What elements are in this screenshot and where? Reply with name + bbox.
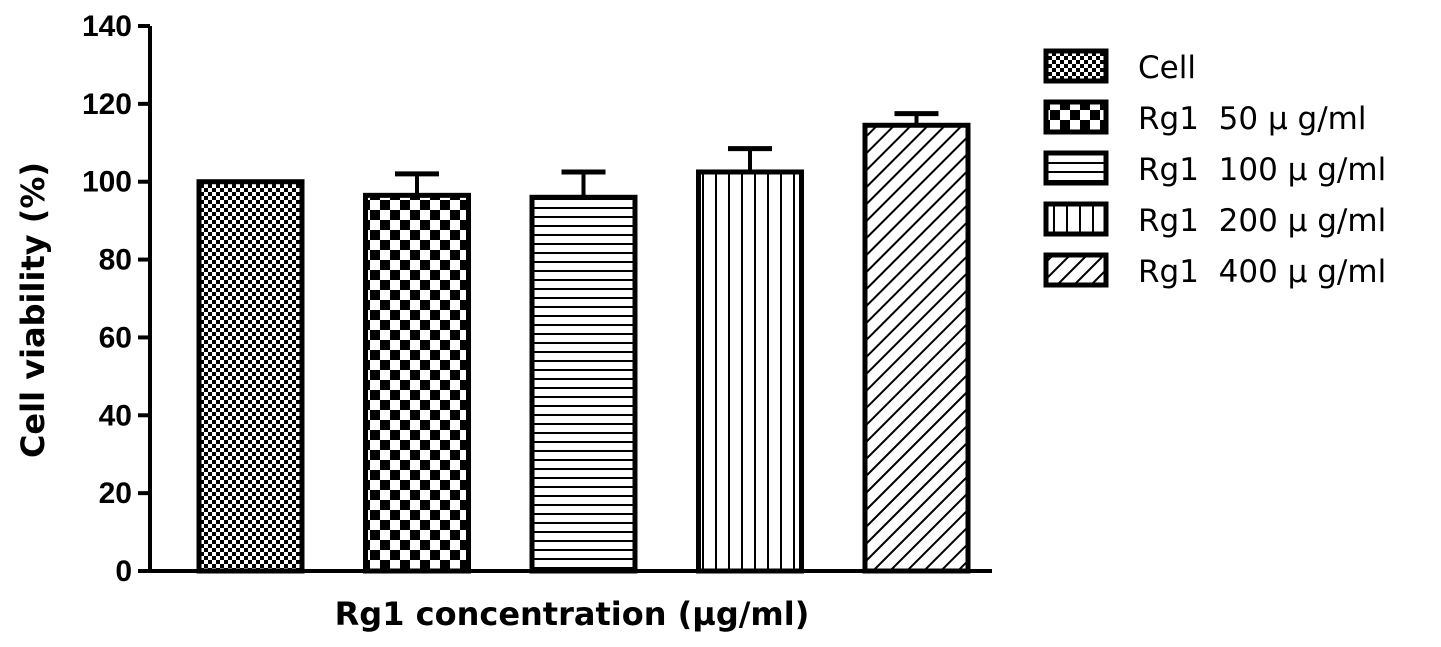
bar [696,169,804,574]
legend-swatch [1043,201,1109,237]
bar [196,179,305,574]
legend-label: Rg1 400 μ g/ml [1138,254,1386,290]
legend-item: Rg1 50 μ g/ml [1043,99,1366,137]
legend-item: Cell [1043,48,1196,86]
y-axis-title: Cell viability (%) [14,162,52,458]
legend-item: Rg1 400 μ g/ml [1043,252,1386,290]
y-tick-label: 0 [115,555,132,588]
legend-swatch [1043,99,1109,135]
bar [363,192,471,574]
y-tick-label: 80 [99,244,132,277]
legend-swatch [1043,48,1109,84]
bar-group [696,146,804,574]
y-tick-label: 140 [82,10,132,43]
legend-label: Rg1 50 μ g/ml [1138,101,1366,137]
bar-group [363,171,471,574]
legend-label: Rg1 200 μ g/ml [1138,203,1386,239]
legend-label: Rg1 100 μ g/ml [1138,152,1386,188]
bar [862,122,971,574]
legend-item: Rg1 200 μ g/ml [1043,201,1386,239]
y-tick-label: 20 [99,477,132,510]
bar [529,194,638,574]
legend-item: Rg1 100 μ g/ml [1043,150,1386,188]
y-tick-label: 100 [82,166,132,199]
legend-label: Cell [1138,50,1196,86]
y-axis-ticks: 0 20 40 60 80 100 120 140 [82,10,150,588]
bar-group [196,179,305,574]
legend-swatch [1043,252,1109,288]
y-tick-label: 120 [82,88,132,121]
y-tick-label: 60 [99,321,132,354]
bar-group [862,111,971,574]
legend: Cell Rg1 50 μ g/ml Rg1 100 μ g/ml Rg1 200 μ… [1043,48,1386,290]
y-tick-label: 40 [99,399,132,432]
legend-swatch [1043,150,1109,186]
x-axis-title: Rg1 concentration (µg/ml) [335,595,810,633]
bar-group [529,169,638,574]
bars [196,111,971,574]
